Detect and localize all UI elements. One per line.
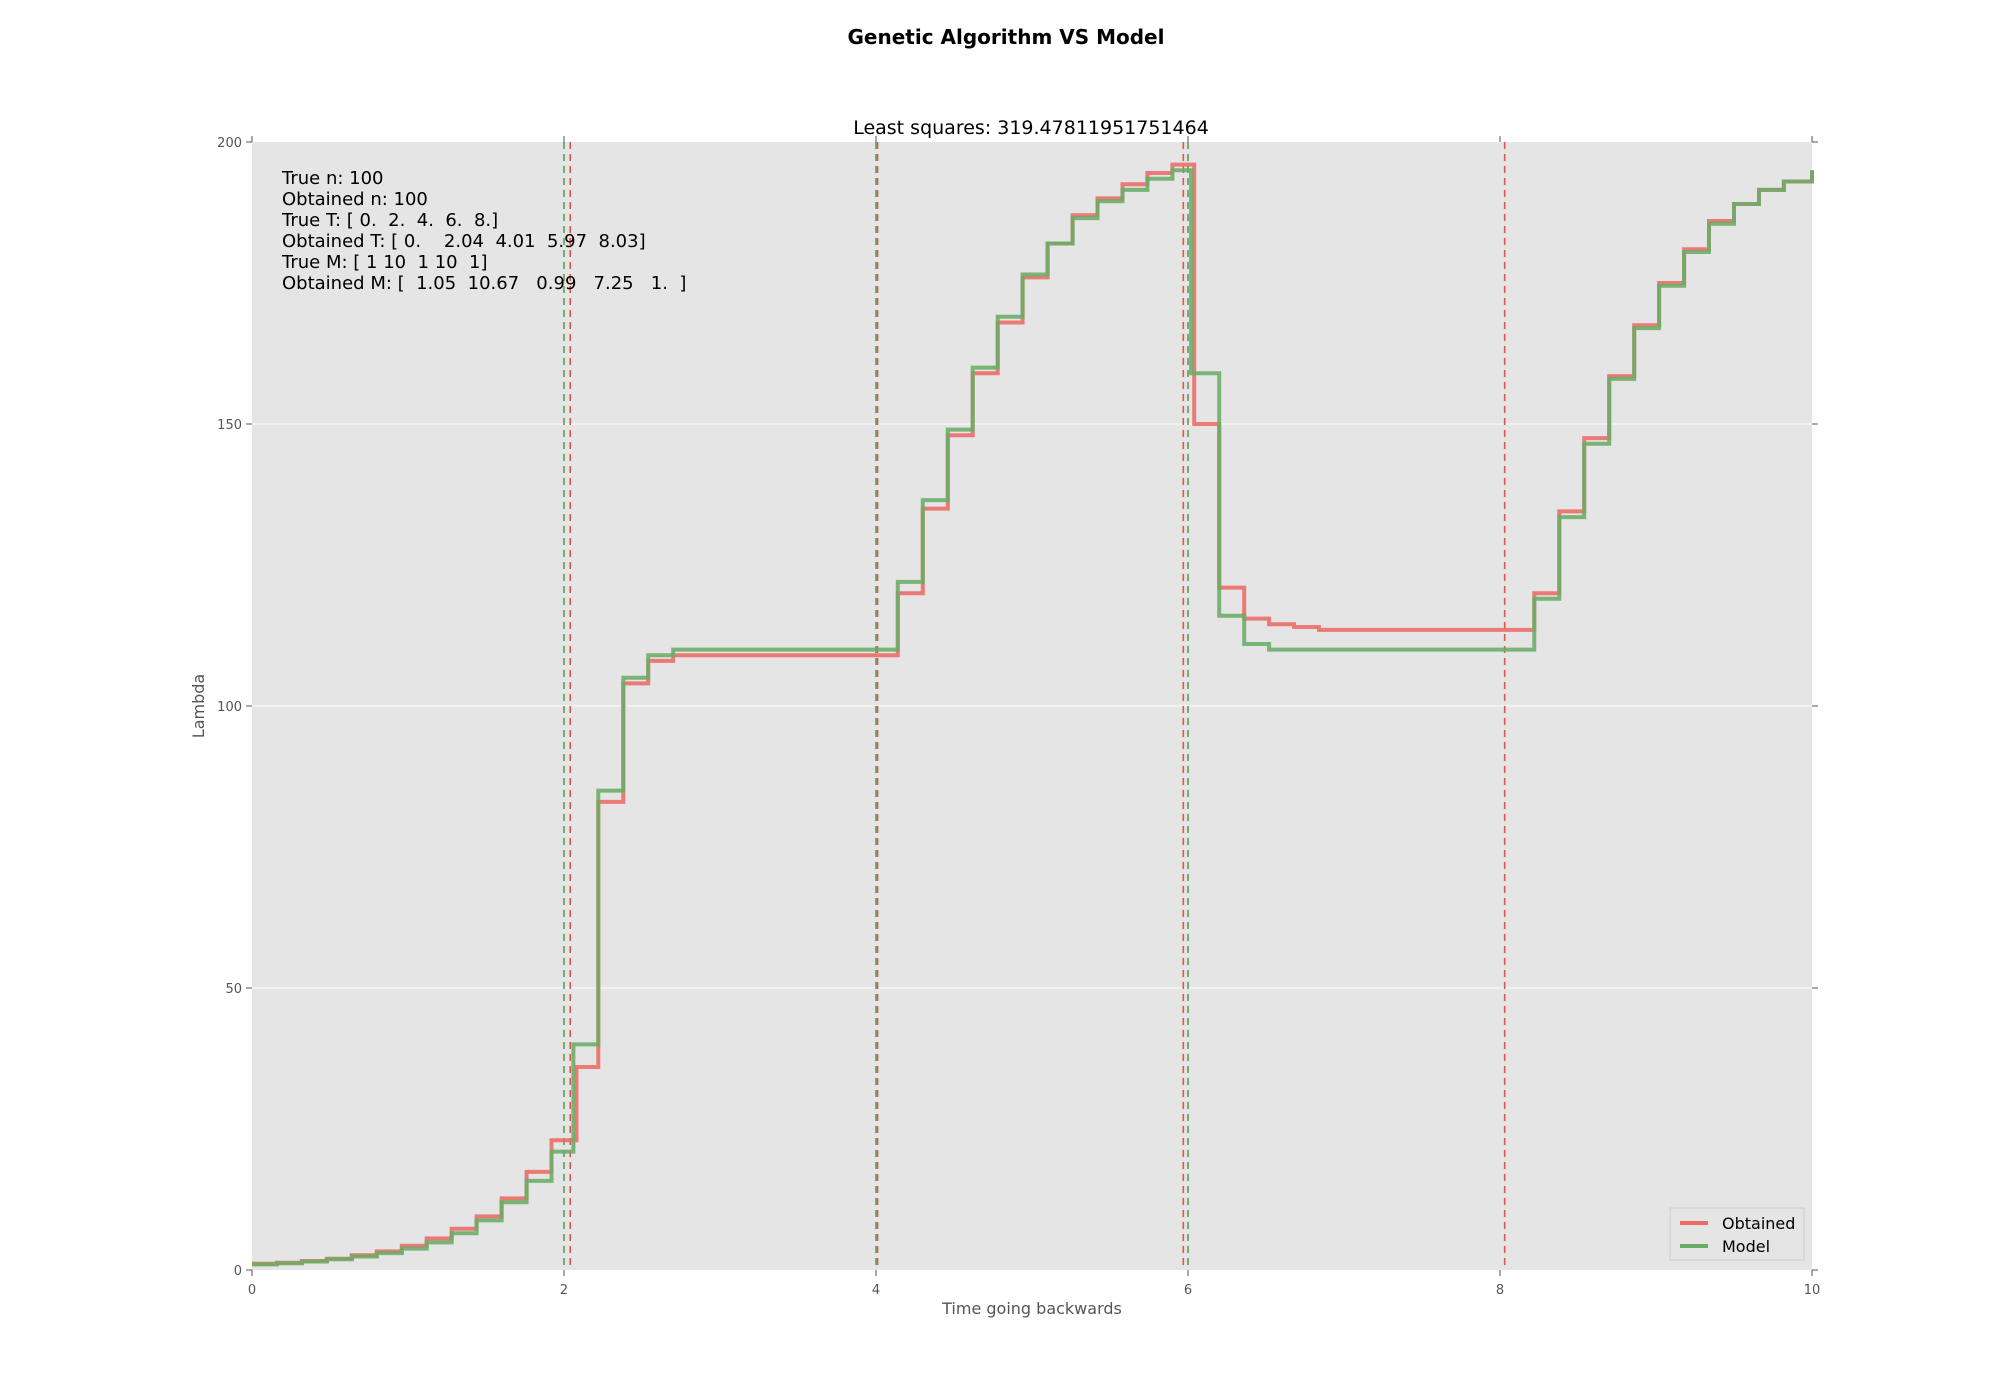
annotation-box: True n: 100 Obtained n: 100 True T: [ 0.… (281, 168, 686, 294)
chart-title: Least squares: 319.47811951751464 (853, 117, 1209, 139)
legend-label-model: Model (1722, 1237, 1770, 1256)
annotation-true-t: True T: [ 0. 2. 4. 6. 8.] (281, 210, 498, 231)
annotation-true-n: True n: 100 (281, 168, 384, 189)
annotation-obtained-n: Obtained n: 100 (282, 189, 428, 210)
y-tick-label: 200 (217, 136, 242, 151)
legend-label-obtained: Obtained (1722, 1214, 1795, 1233)
annotation-obtained-m: Obtained M: [ 1.05 10.67 0.99 7.25 1. ] (282, 273, 686, 294)
series-lines (252, 162, 1814, 1267)
x-axis-label: Time going backwards (941, 1299, 1122, 1318)
grid (252, 423, 1812, 989)
y-tick-label: 50 (225, 982, 242, 997)
annotation-obtained-t: Obtained T: [ 0. 2.04 4.01 5.97 8.03] (282, 231, 646, 252)
x-tick-label: 8 (1496, 1283, 1504, 1298)
x-tick-label: 4 (872, 1283, 880, 1298)
x-tick-label: 2 (560, 1283, 568, 1298)
y-tick-label: 0 (234, 1264, 242, 1279)
series-line-model (252, 168, 1814, 1267)
x-tick-label: 6 (1184, 1283, 1192, 1298)
y-tick-label: 100 (217, 700, 242, 715)
figure-title: Genetic Algorithm VS Model (848, 25, 1165, 49)
x-tick-label: 10 (1804, 1283, 1821, 1298)
y-tick-label: 150 (217, 418, 242, 433)
x-tick-label: 0 (248, 1283, 256, 1298)
vertical-lines (563, 142, 1506, 1270)
y-axis-label: Lambda (189, 674, 208, 738)
legend-box (1669, 1207, 1805, 1261)
annotation-true-m: True M: [ 1 10 1 10 1] (281, 252, 488, 273)
legend: Obtained Model (1669, 1207, 1805, 1261)
